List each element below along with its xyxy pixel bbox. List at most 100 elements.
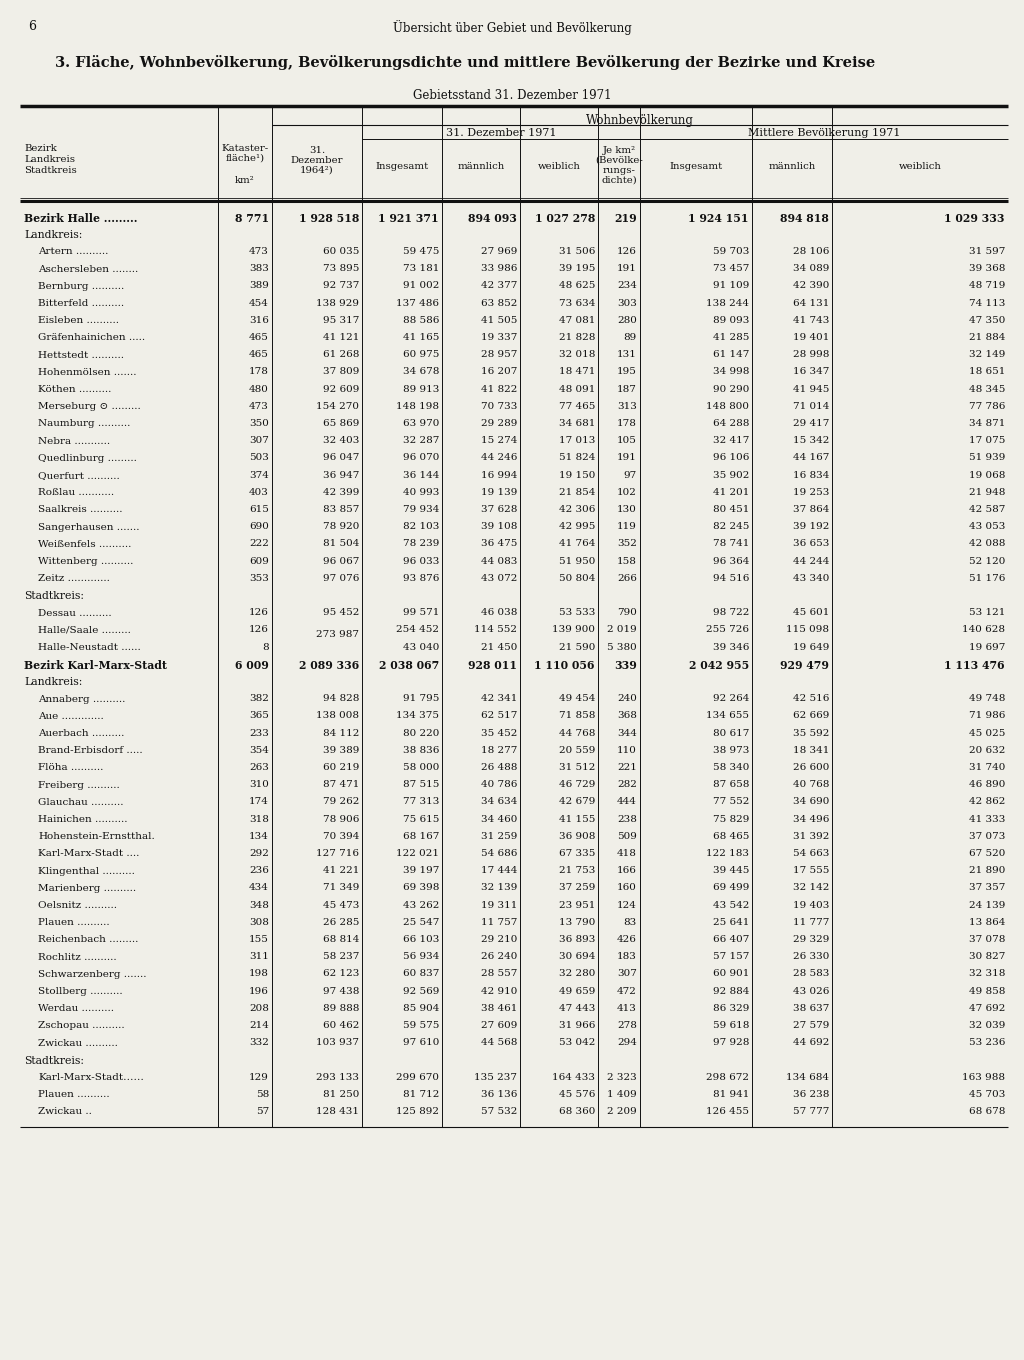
- Text: 93 876: 93 876: [402, 574, 439, 582]
- Text: Rochlitz ..........: Rochlitz ..........: [38, 952, 117, 962]
- Text: 42 516: 42 516: [793, 694, 829, 703]
- Text: Mittlere Bevölkerung 1971: Mittlere Bevölkerung 1971: [748, 128, 900, 137]
- Text: 41 165: 41 165: [402, 333, 439, 341]
- Text: 42 088: 42 088: [969, 540, 1005, 548]
- Text: Annaberg ..........: Annaberg ..........: [38, 695, 125, 703]
- Text: 929 479: 929 479: [780, 660, 829, 670]
- Text: 42 377: 42 377: [480, 282, 517, 290]
- Text: 122 021: 122 021: [396, 849, 439, 858]
- Text: 134 655: 134 655: [706, 711, 749, 721]
- Text: 8 771: 8 771: [234, 212, 269, 223]
- Text: 138 244: 138 244: [706, 298, 749, 307]
- Text: 160: 160: [617, 883, 637, 892]
- Text: 298 672: 298 672: [706, 1073, 749, 1081]
- Text: 57 777: 57 777: [793, 1107, 829, 1117]
- Text: Landkreis: Landkreis: [24, 155, 75, 165]
- Text: 473: 473: [249, 401, 269, 411]
- Text: 39 445: 39 445: [713, 866, 749, 874]
- Text: 69 499: 69 499: [713, 883, 749, 892]
- Text: 34 871: 34 871: [969, 419, 1005, 428]
- Text: 178: 178: [617, 419, 637, 428]
- Text: 95 452: 95 452: [323, 608, 359, 617]
- Text: 5 380: 5 380: [607, 642, 637, 651]
- Text: 45 473: 45 473: [323, 900, 359, 910]
- Text: 32 403: 32 403: [323, 437, 359, 445]
- Text: 44 692: 44 692: [793, 1038, 829, 1047]
- Text: 191: 191: [617, 453, 637, 462]
- Text: 310: 310: [249, 781, 269, 789]
- Text: 294: 294: [617, 1038, 637, 1047]
- Text: 48 091: 48 091: [559, 385, 595, 393]
- Text: 37 864: 37 864: [793, 505, 829, 514]
- Text: 119: 119: [617, 522, 637, 532]
- Text: 53 042: 53 042: [559, 1038, 595, 1047]
- Text: 29 210: 29 210: [480, 934, 517, 944]
- Text: 94 516: 94 516: [713, 574, 749, 582]
- Text: 31 740: 31 740: [969, 763, 1005, 772]
- Text: 44 167: 44 167: [793, 453, 829, 462]
- Text: 183: 183: [617, 952, 637, 962]
- Text: 32 149: 32 149: [969, 350, 1005, 359]
- Text: 21 590: 21 590: [559, 642, 595, 651]
- Text: 46 038: 46 038: [480, 608, 517, 617]
- Text: 42 862: 42 862: [969, 797, 1005, 806]
- Text: 49 748: 49 748: [969, 694, 1005, 703]
- Text: 46 729: 46 729: [559, 781, 595, 789]
- Text: 2 209: 2 209: [607, 1107, 637, 1117]
- Text: 89 888: 89 888: [323, 1004, 359, 1013]
- Text: 311: 311: [249, 952, 269, 962]
- Text: 61 147: 61 147: [713, 350, 749, 359]
- Text: 24 139: 24 139: [969, 900, 1005, 910]
- Text: 19 697: 19 697: [969, 642, 1005, 651]
- Text: 137 486: 137 486: [396, 298, 439, 307]
- Text: 115 098: 115 098: [786, 626, 829, 634]
- Text: rungs-: rungs-: [602, 166, 636, 175]
- Text: 65 869: 65 869: [323, 419, 359, 428]
- Text: 6 009: 6 009: [236, 660, 269, 670]
- Text: 413: 413: [617, 1004, 637, 1013]
- Text: 110: 110: [617, 745, 637, 755]
- Text: 36 947: 36 947: [323, 471, 359, 480]
- Text: 37 073: 37 073: [969, 832, 1005, 840]
- Text: Landkreis:: Landkreis:: [24, 677, 82, 687]
- Text: 292: 292: [249, 849, 269, 858]
- Text: Halle/Saale .........: Halle/Saale .........: [38, 626, 131, 635]
- Text: 51 950: 51 950: [559, 556, 595, 566]
- Text: 41 743: 41 743: [793, 316, 829, 325]
- Text: 75 829: 75 829: [713, 815, 749, 824]
- Text: 43 040: 43 040: [402, 642, 439, 651]
- Text: 34 690: 34 690: [793, 797, 829, 806]
- Text: 32 417: 32 417: [713, 437, 749, 445]
- Text: 130: 130: [617, 505, 637, 514]
- Text: 59 618: 59 618: [713, 1021, 749, 1030]
- Text: 56 934: 56 934: [402, 952, 439, 962]
- Text: Hettstedt ..........: Hettstedt ..........: [38, 351, 124, 359]
- Text: 28 583: 28 583: [793, 970, 829, 978]
- Text: 28 106: 28 106: [793, 248, 829, 256]
- Text: 178: 178: [249, 367, 269, 377]
- Text: 36 908: 36 908: [559, 832, 595, 840]
- Text: 60 219: 60 219: [323, 763, 359, 772]
- Text: 31 597: 31 597: [969, 248, 1005, 256]
- Text: 17 555: 17 555: [793, 866, 829, 874]
- Text: 28 998: 28 998: [793, 350, 829, 359]
- Text: 79 262: 79 262: [323, 797, 359, 806]
- Text: 46 890: 46 890: [969, 781, 1005, 789]
- Text: 59 475: 59 475: [402, 248, 439, 256]
- Text: 68 167: 68 167: [402, 832, 439, 840]
- Text: 90 290: 90 290: [713, 385, 749, 393]
- Text: 21 450: 21 450: [480, 642, 517, 651]
- Text: 86 329: 86 329: [713, 1004, 749, 1013]
- Text: 28 557: 28 557: [480, 970, 517, 978]
- Text: Bernburg ..........: Bernburg ..........: [38, 282, 124, 291]
- Text: 63 970: 63 970: [402, 419, 439, 428]
- Text: 92 264: 92 264: [713, 694, 749, 703]
- Text: Artern ..........: Artern ..........: [38, 248, 109, 257]
- Text: 80 220: 80 220: [402, 729, 439, 737]
- Text: 91 795: 91 795: [402, 694, 439, 703]
- Text: 42 910: 42 910: [480, 986, 517, 996]
- Text: 45 703: 45 703: [969, 1089, 1005, 1099]
- Text: 21 753: 21 753: [559, 866, 595, 874]
- Text: 68 360: 68 360: [559, 1107, 595, 1117]
- Text: Plauen ..........: Plauen ..........: [38, 1091, 110, 1099]
